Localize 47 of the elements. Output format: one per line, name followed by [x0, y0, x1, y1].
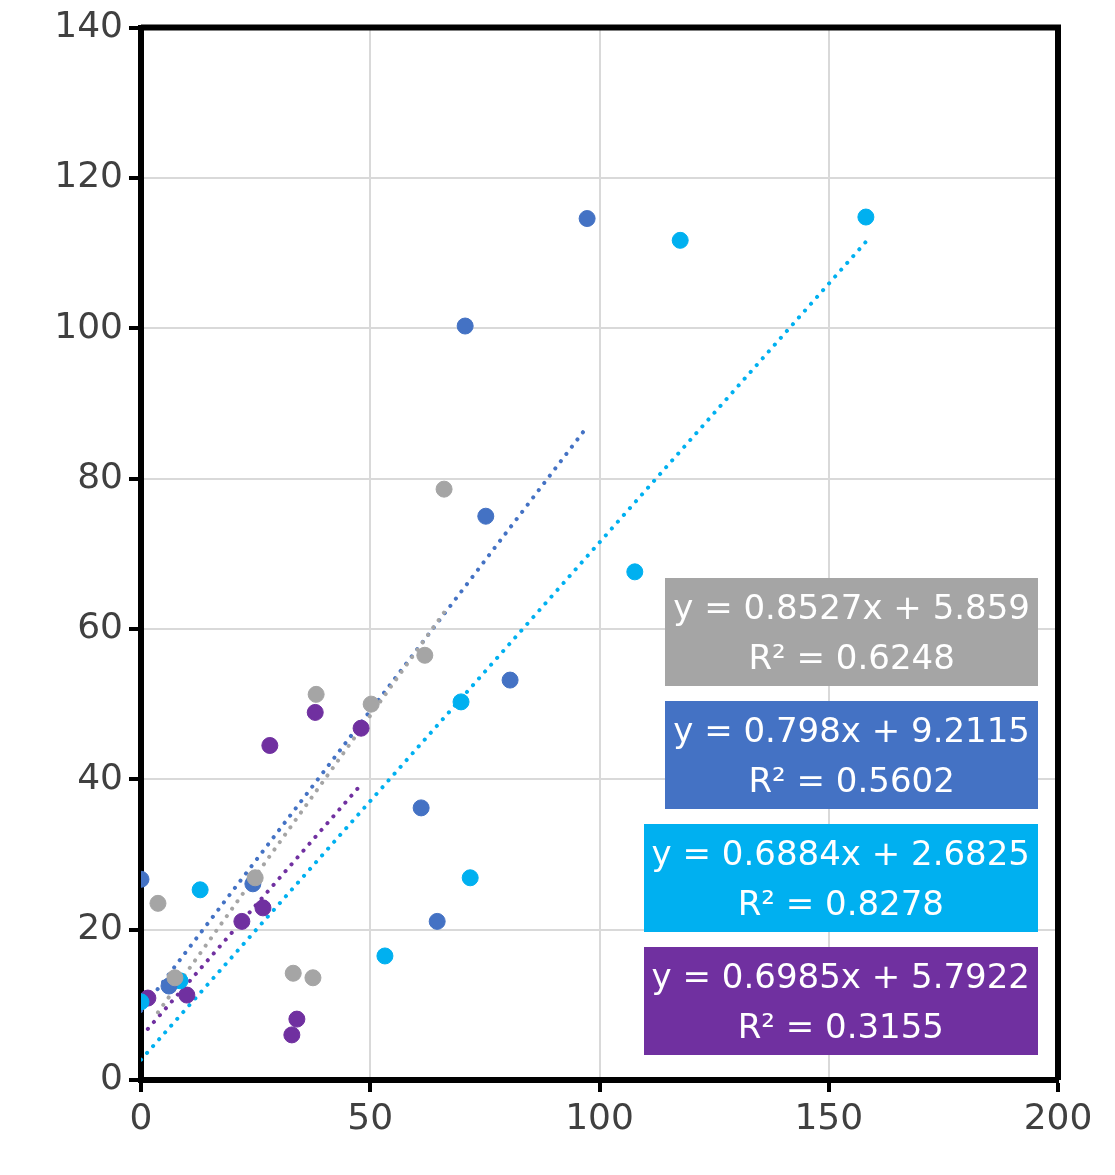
- y-tick-label: 20: [77, 906, 123, 948]
- point: [412, 799, 430, 817]
- x-tick-label: 0: [129, 1095, 153, 1137]
- point: [254, 899, 272, 917]
- point: [461, 869, 479, 887]
- point: [452, 693, 470, 711]
- point: [233, 912, 251, 930]
- annotation: y = 0.6884x + 2.6825 R² = 0.8278: [643, 824, 1038, 932]
- point: [288, 1010, 306, 1028]
- x-tick-label: 200: [1023, 1095, 1093, 1137]
- point: [306, 703, 324, 721]
- y-tick-label: 100: [54, 304, 123, 346]
- point: [428, 912, 446, 930]
- x-tick-label: 50: [347, 1095, 394, 1137]
- point: [283, 1026, 301, 1044]
- point: [362, 695, 380, 713]
- point: [166, 969, 184, 987]
- x-tick-label: 100: [565, 1095, 634, 1137]
- point: [284, 964, 302, 982]
- point: [578, 210, 596, 228]
- y-tick-label: 0: [100, 1056, 123, 1098]
- point: [304, 969, 322, 987]
- point: [501, 671, 519, 689]
- point: [416, 646, 434, 664]
- point: [352, 719, 370, 737]
- annotation: y = 0.798x + 9.2115 R² = 0.5602: [665, 701, 1038, 809]
- point: [376, 947, 394, 965]
- annotation: y = 0.6985x + 5.7922 R² = 0.3155: [643, 947, 1038, 1055]
- point: [671, 231, 689, 249]
- point: [178, 986, 196, 1004]
- point: [307, 685, 325, 703]
- point: [246, 869, 264, 887]
- point: [435, 480, 453, 498]
- point: [857, 208, 875, 226]
- point: [149, 894, 167, 912]
- y-tick-label: 80: [77, 454, 123, 496]
- point: [191, 881, 209, 899]
- x-tick-label: 150: [794, 1095, 864, 1137]
- y-tick-label: 120: [54, 154, 123, 196]
- y-tick-label: 40: [77, 755, 123, 797]
- point: [626, 563, 644, 581]
- y-tick-label: 60: [77, 605, 123, 647]
- point: [456, 317, 474, 335]
- point: [261, 736, 279, 754]
- y-tick-label: 140: [54, 3, 123, 45]
- annotation: y = 0.8527x + 5.859 R² = 0.6248: [665, 578, 1038, 686]
- point: [477, 507, 495, 525]
